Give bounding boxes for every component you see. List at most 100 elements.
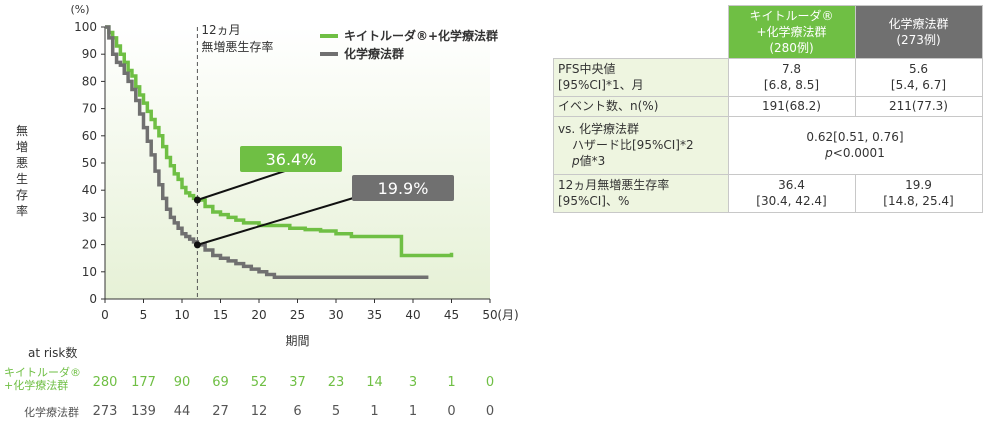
at-risk-value: 52 [250,375,268,390]
table-header-row: キイトルーダ® +化学療法群 (280例) 化学療法群 (273例) [553,5,983,59]
pfs-median-label1: PFS中央値 [558,62,616,76]
x-tick-label: 40 [405,308,420,322]
at-risk-value: 12 [250,404,268,419]
at-risk-label-line2: +化学療法群 [4,379,69,392]
x-tick-label: 30 [328,308,343,322]
x-tick-label: 5 [140,308,148,322]
hr-label3: p値*3 [558,153,724,169]
callout-value: 36.4% [266,150,317,169]
pfs-median-label2: [95%CI]*1、月 [558,78,644,92]
at-risk-row-chemo: 273 139 44 27 12 6 5 1 1 0 0 [0,404,540,424]
at-risk-value: 1 [447,375,456,390]
pfs-median-chemo-ci: [5.4, 6.7] [890,78,947,92]
table-row-pfs-median: PFS中央値 [95%CI]*1、月 7.8 [6.8, 8.5] 5.6 [5… [553,57,983,97]
events-pembro: 191(68.2) [727,95,856,117]
table-row-hr: vs. 化学療法群 ハザード比[95%CI]*2 p値*3 0.62[0.51,… [553,115,983,175]
header-chemo-line2: (273例) [896,32,941,47]
table-row-events: イベント数、n(%) 191(68.2) 211(77.3) [553,95,983,117]
y-tick-label: 20 [82,238,97,252]
table-corner [553,5,729,59]
at-risk-label-line1: キイトルーダ® [4,366,81,379]
at-risk-value: 37 [289,375,306,390]
table-row-pfs12: 12ヵ月無増悪生存率 [95%CI]、% 36.4 [30.4, 42.4] 1… [553,173,983,213]
at-risk-value: 0 [447,404,456,419]
at-risk-value: 280 [92,375,118,390]
at-risk-value: 69 [212,375,229,390]
events-chemo: 211(77.3) [854,95,983,117]
at-risk-value: 5 [331,404,341,419]
pfs-median-pembro: 7.8 [6.8, 8.5] [727,57,856,97]
landmark-point [193,196,201,204]
y-tick-label: 10 [82,265,97,279]
hr-label3-rest: 値*3 [579,154,606,168]
row-label-pfs-median: PFS中央値 [95%CI]*1、月 [553,57,729,97]
callout-leader [197,195,361,246]
at-risk-value: 0 [485,375,495,390]
km-chart-area: 0 10 20 30 40 50 60 70 80 90 100 0 5 10 15 20 25 30 35 40 45… [0,3,540,424]
pfs12-label1: 12ヵ月無増悪生存率 [558,178,670,192]
y-tick-label: 100 [74,20,97,34]
y-tick-label: 50 [82,156,97,170]
callout-value: 19.9% [378,179,429,198]
hr-value: 0.62[0.51, 0.76] p<0.0001 [727,115,983,175]
x-tick-label: 0 [101,308,109,322]
pfs12-chemo-ci: [14.8, 25.4] [883,194,954,208]
y-tick-label: 0 [89,292,97,306]
landmark-label-line2: 無増悪生存率 [201,39,273,54]
y-tick-label: 40 [82,183,97,197]
pfs-median-pembro-value: 7.8 [781,62,802,76]
x-axis-title: 期間 [285,334,309,348]
y-tick-label: 60 [82,129,97,143]
hr-label1: vs. 化学療法群 [558,122,639,136]
at-risk-value: 139 [131,404,156,419]
at-risk-value: 1 [370,404,379,419]
row-label-pfs12: 12ヵ月無増悪生存率 [95%CI]、% [553,173,729,213]
at-risk-title: at risk数 [28,346,78,360]
pfs12-chemo-value: 19.9 [905,178,932,192]
header-pembro-line2: +化学療法群 [756,24,827,39]
y-tick-label: 70 [82,102,97,116]
x-tick-label: 20 [251,308,266,322]
legend-label: キイトルーダ®+化学療法群 [344,28,498,43]
legend-label: 化学療法群 [344,46,404,61]
callout-box [352,175,454,201]
pfs12-pembro-value: 36.4 [778,178,805,192]
x-tick-label: 45 [444,308,459,322]
pfs-median-chemo-value: 5.6 [908,62,929,76]
at-risk-row-label-chemo: 化学療法群 [24,406,79,419]
pfs12-label2: [95%CI]、% [558,194,630,208]
x-tick-label: 25 [290,308,305,322]
hr-pvalue-value: <0.0001 [832,146,885,160]
y-unit-label: (%) [70,3,89,16]
at-risk-value: 6 [293,404,302,419]
header-pembro-line3: (280例) [769,40,814,55]
at-risk-row-label-pembro: キイトルーダ® +化学療法群 [4,366,81,392]
at-risk-value: 14 [366,375,383,390]
at-risk-value: 3 [408,375,418,390]
header-chemo-line1: 化学療法群 [888,16,949,31]
hr-label3-p: p [572,154,580,168]
at-risk-value: 27 [212,404,229,419]
at-risk-row-pembro: 280 177 90 69 52 37 23 14 3 1 0 [0,375,540,395]
hr-label2: ハザード比[95%CI]*2 [572,138,694,152]
landmark-label-line1: 12ヵ月 [201,23,240,37]
at-risk-value: 1 [408,404,418,419]
callout-box [240,146,342,172]
y-tick-label: 30 [82,210,97,224]
x-tick-label: 35 [367,308,382,322]
hr-pvalue: p<0.0001 [733,145,978,161]
km-plot: 0 10 20 30 40 50 60 70 80 90 100 0 5 10 15 20 25 30 35 40 45… [16,3,519,348]
header-pembro: キイトルーダ® +化学療法群 (280例) [727,5,856,59]
pfs12-pembro: 36.4 [30.4, 42.4] [727,173,856,213]
y-axis-title: 無増悪生存率 [16,123,28,218]
row-label-hr: vs. 化学療法群 ハザード比[95%CI]*2 p値*3 [553,115,729,175]
km-curve-chemo [105,25,429,279]
km-curve-pembro [105,25,454,258]
y-tick-label: 90 [82,47,97,61]
row-label-events: イベント数、n(%) [553,95,729,117]
at-risk-value: 0 [485,404,495,419]
y-tick-label: 80 [82,74,97,88]
at-risk-value: 44 [173,404,191,419]
pfs-median-chemo: 5.6 [5.4, 6.7] [854,57,983,97]
x-tick-label: 50 [482,308,497,322]
